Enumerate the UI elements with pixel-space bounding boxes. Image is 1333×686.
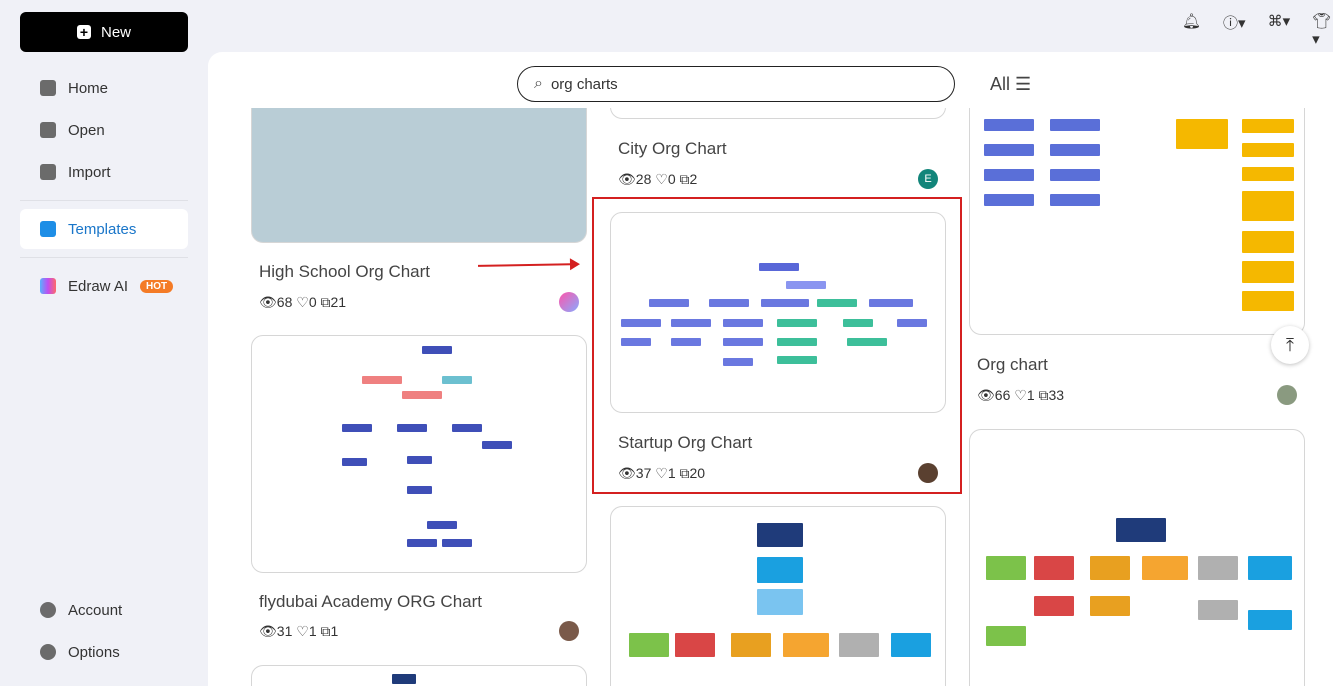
divider: [20, 257, 188, 258]
author-avatar[interactable]: [1277, 385, 1297, 405]
sidebar-item-import[interactable]: Import: [20, 152, 188, 192]
card-title[interactable]: High School Org Chart: [259, 262, 431, 281]
filter-all-button[interactable]: All ☰: [990, 74, 1032, 94]
sidebar-item-templates[interactable]: Templates: [20, 209, 188, 249]
author-avatar[interactable]: [559, 292, 579, 312]
file-icon: [40, 122, 56, 138]
card-stats: 👁︎68 ♡0 ⧉21: [259, 294, 347, 310]
sidebar-item-options[interactable]: Options: [20, 632, 188, 672]
template-thumbnail[interactable]: [969, 108, 1305, 335]
card-stats: 👁︎31 ♡1 ⧉1: [259, 623, 339, 639]
highlight-box: [592, 197, 962, 494]
search-input[interactable]: ⌕ org charts: [517, 66, 955, 102]
sidebar-item-open[interactable]: Open: [20, 110, 188, 150]
search-icon: ⌕: [534, 75, 543, 92]
card-stats: 👁︎28 ♡0 ⧉2: [618, 171, 698, 187]
help-icon[interactable]: ⓘ▾: [1223, 15, 1246, 32]
plus-icon: +: [76, 25, 91, 39]
template-thumbnail[interactable]: [251, 665, 587, 686]
card-stats: 👁︎66 ♡1 ⧉33: [977, 387, 1065, 403]
home-icon: [40, 80, 56, 96]
card-title[interactable]: flydubai Academy ORG Chart: [259, 592, 482, 611]
main-panel: ⌕ org charts All ☰ High School Org Chart …: [208, 52, 1333, 686]
template-grid: High School Org Chart 👁︎68 ♡0 ⧉21 flydub…: [208, 108, 1333, 686]
sidebar-item-edraw-ai[interactable]: Edraw AI HOT: [20, 266, 188, 306]
menu-icon: ☰: [1015, 74, 1032, 94]
edraw-ai-icon: [40, 278, 56, 294]
sidebar-item-account[interactable]: Account: [20, 590, 188, 630]
templates-icon: [40, 221, 56, 237]
template-thumbnail[interactable]: [969, 429, 1305, 686]
author-avatar[interactable]: [559, 621, 579, 641]
template-thumbnail[interactable]: [251, 335, 587, 573]
template-thumbnail[interactable]: [610, 212, 946, 413]
template-thumbnail[interactable]: [610, 506, 946, 686]
card-title[interactable]: City Org Chart: [618, 139, 727, 158]
card-title[interactable]: Org chart: [977, 355, 1048, 374]
author-avatar[interactable]: [918, 463, 938, 483]
hot-badge: HOT: [140, 279, 174, 293]
bell-icon[interactable]: 🔔︎: [1182, 13, 1202, 30]
theme-icon[interactable]: 👕︎▾: [1312, 13, 1332, 48]
template-thumbnail[interactable]: [251, 108, 587, 243]
gear-icon: [40, 644, 56, 660]
card-stats: 👁︎37 ♡1 ⧉20: [618, 465, 706, 481]
apps-icon[interactable]: ⌘▾: [1267, 13, 1291, 30]
divider: [20, 200, 188, 201]
scroll-to-top-button[interactable]: ⤒: [1271, 326, 1309, 364]
template-thumbnail[interactable]: [610, 108, 946, 119]
new-button[interactable]: + New: [20, 12, 188, 52]
card-title[interactable]: Startup Org Chart: [618, 433, 753, 452]
author-avatar[interactable]: E: [918, 169, 938, 189]
sidebar-item-home[interactable]: Home: [20, 68, 188, 108]
import-icon: [40, 164, 56, 180]
account-icon: [40, 602, 56, 618]
